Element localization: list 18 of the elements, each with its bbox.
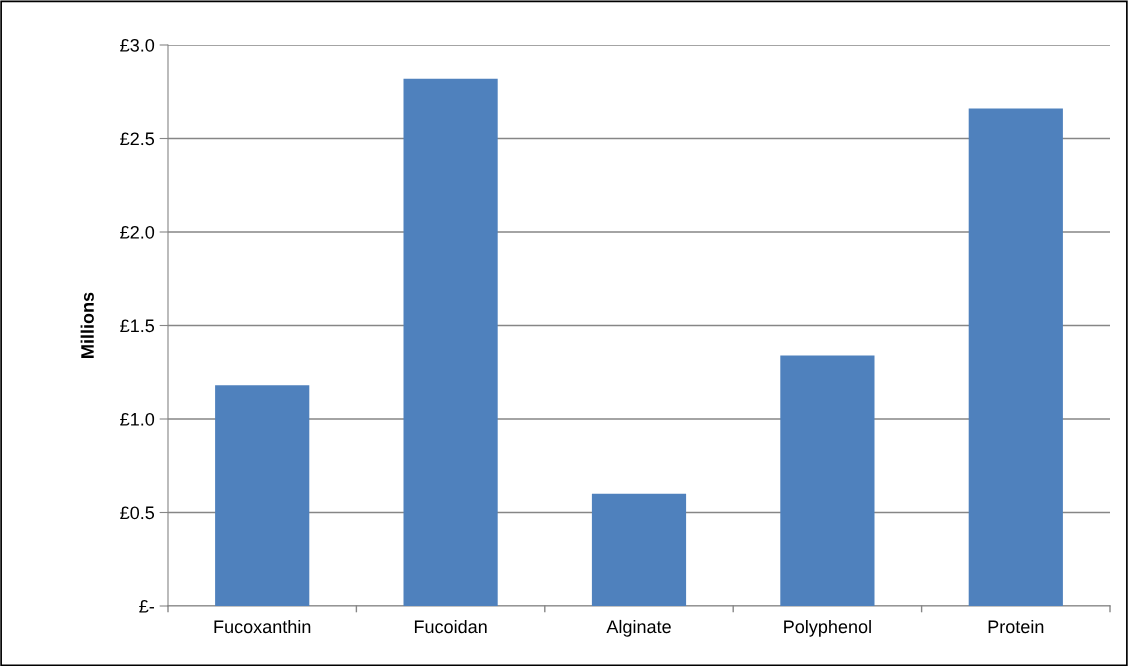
y-tick-label: £1.5 <box>120 319 155 333</box>
bar <box>591 493 687 606</box>
bar <box>968 108 1063 606</box>
y-tick-label: £0.5 <box>120 506 155 520</box>
bar <box>780 355 875 606</box>
bar <box>215 385 310 606</box>
bar <box>403 78 498 606</box>
y-tick-label: £2.5 <box>120 132 155 146</box>
y-axis-title: Millions <box>80 292 94 358</box>
x-tick-label: Polyphenol <box>784 619 871 637</box>
x-tick-label: Protein <box>988 619 1044 634</box>
x-tick-label: Alginate <box>606 619 671 637</box>
y-tick-label: £3.0 <box>120 38 155 52</box>
y-tick-label: £- <box>139 599 155 613</box>
x-tick-label: Fucoxanthin <box>214 619 311 634</box>
x-tick-label: Fucoidan <box>414 619 487 634</box>
y-tick-label: £2.0 <box>120 225 155 239</box>
y-tick-label: £1.0 <box>120 412 155 426</box>
